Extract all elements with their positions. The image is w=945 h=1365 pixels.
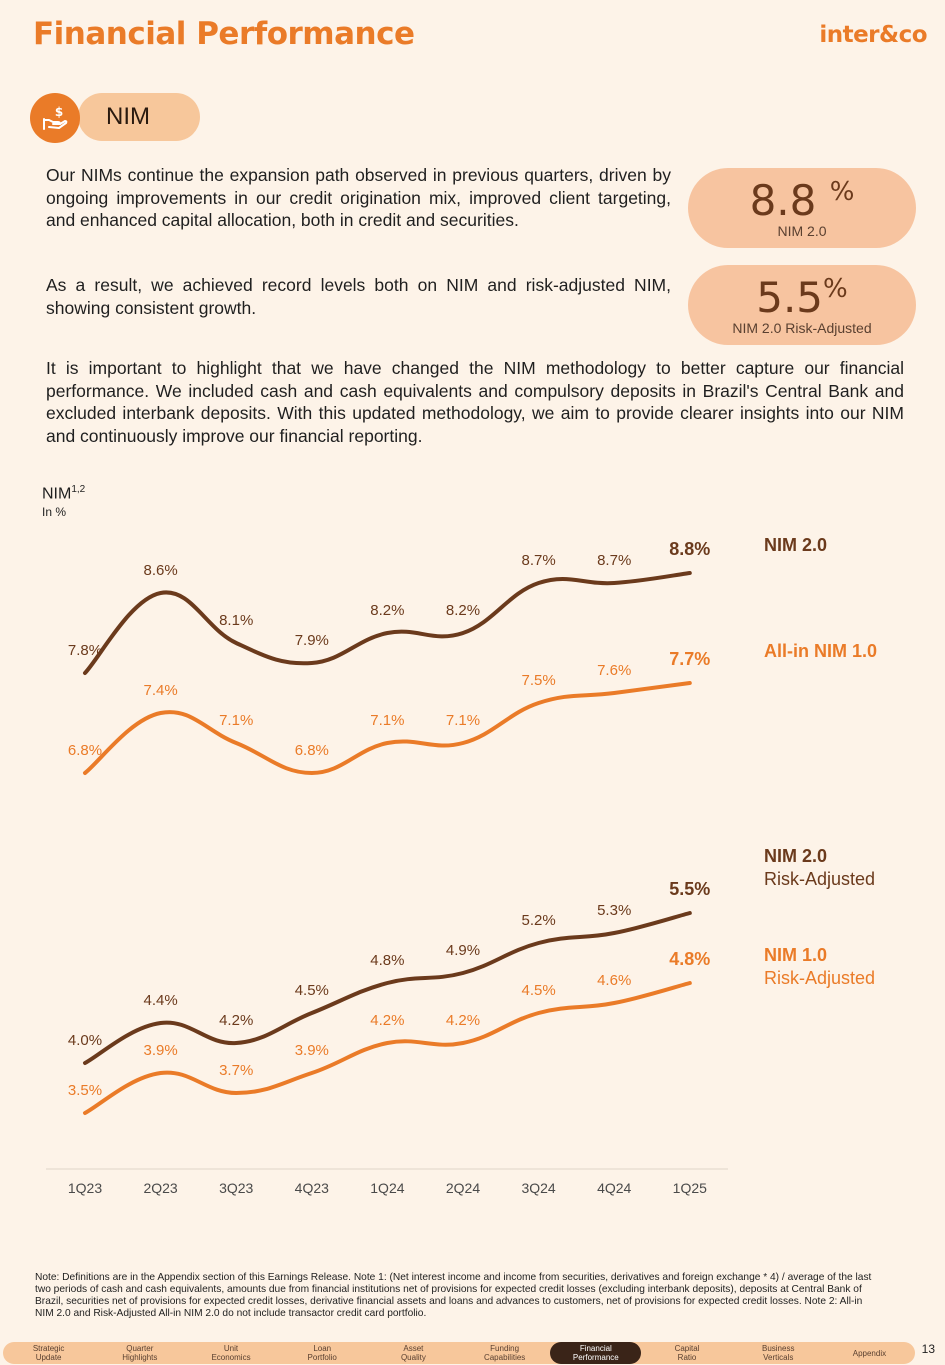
data-label: 3.5% bbox=[68, 1082, 102, 1099]
data-label: 8.1% bbox=[219, 612, 253, 629]
data-label: 7.1% bbox=[219, 712, 253, 729]
hand-dollar-icon: $ bbox=[30, 93, 80, 143]
data-label: 8.2% bbox=[370, 602, 404, 619]
data-label: 8.7% bbox=[521, 552, 555, 569]
kpi-risk-label: NIM 2.0 Risk-Adjusted bbox=[732, 320, 872, 336]
series-line-0 bbox=[83, 571, 692, 675]
nav-item-loan[interactable]: Loan Portfolio bbox=[307, 1344, 337, 1362]
series-line-1 bbox=[83, 681, 692, 776]
data-label: 8.2% bbox=[446, 602, 480, 619]
x-tick-label: 3Q23 bbox=[219, 1180, 253, 1196]
result-paragraph: As a result, we achieved record levels b… bbox=[46, 275, 671, 318]
data-label: 5.2% bbox=[521, 912, 555, 929]
nav-item-business[interactable]: Business Verticals bbox=[761, 1344, 795, 1362]
nav-item-strategic[interactable]: Strategic Update bbox=[32, 1344, 65, 1362]
legend-nim2-risk-adjusted: NIM 2.0 Risk-Adjusted bbox=[764, 846, 876, 889]
data-label: 6.8% bbox=[68, 742, 102, 759]
nav-item-asset[interactable]: Asset Quality bbox=[400, 1344, 426, 1362]
intro-paragraph: Our NIMs continue the expansion path obs… bbox=[46, 165, 671, 230]
data-label: 8.7% bbox=[597, 552, 631, 569]
data-label: 7.9% bbox=[295, 632, 329, 649]
data-label: 4.5% bbox=[295, 982, 329, 999]
x-tick-label: 1Q24 bbox=[370, 1180, 404, 1196]
nav-item-financial[interactable]: Financial Performance bbox=[550, 1342, 642, 1364]
data-label: 7.8% bbox=[68, 642, 102, 659]
nav-item-unit[interactable]: Unit Economics bbox=[211, 1344, 251, 1362]
x-tick-label: 2Q23 bbox=[143, 1180, 177, 1196]
chart-title: NIM1,2 bbox=[42, 484, 86, 503]
x-tick-label: 1Q25 bbox=[673, 1180, 707, 1196]
data-label: 3.7% bbox=[219, 1062, 253, 1079]
chart-subtitle: In % bbox=[42, 505, 67, 519]
data-label: 3.9% bbox=[295, 1042, 329, 1059]
section-label: NIM bbox=[106, 103, 150, 130]
data-label: 4.9% bbox=[446, 942, 480, 959]
data-label: 7.5% bbox=[521, 672, 555, 689]
data-label: 4.2% bbox=[446, 1012, 480, 1029]
data-label: 8.6% bbox=[143, 562, 177, 579]
kpi-risk-value: 5.5% bbox=[756, 273, 848, 322]
data-label: 7.6% bbox=[597, 662, 631, 679]
svg-text:$: $ bbox=[55, 105, 63, 119]
nav-item-funding[interactable]: Funding Capabilities bbox=[483, 1344, 526, 1362]
legend-nim1-risk-adjusted: NIM 1.0 Risk-Adjusted bbox=[764, 945, 876, 988]
x-tick-label: 1Q23 bbox=[68, 1180, 102, 1196]
nav-item-capital[interactable]: Capital Ratio bbox=[674, 1344, 700, 1362]
data-label: 5.3% bbox=[597, 902, 631, 919]
data-label: 4.6% bbox=[597, 972, 631, 989]
nim-line-chart: 1Q23 2Q23 3Q23 4Q23 1Q24 2Q24 3Q24 4Q24 1Q25 7.8%… bbox=[46, 539, 728, 1196]
nav-item-appendix[interactable]: Appendix bbox=[852, 1348, 887, 1358]
x-tick-label: 4Q24 bbox=[597, 1180, 631, 1196]
brand-logo: inter&co bbox=[819, 22, 927, 48]
data-label: 7.1% bbox=[446, 712, 480, 729]
methodology-paragraph: It is important to highlight that we hav… bbox=[46, 358, 904, 446]
data-label: 7.4% bbox=[143, 682, 177, 699]
kpi-risk-adjusted-card: 5.5% NIM 2.0 Risk-Adjusted bbox=[688, 265, 916, 345]
kpi-nim-label: NIM 2.0 bbox=[777, 223, 827, 239]
legend-all-in-nim1: All-in NIM 1.0 bbox=[764, 641, 878, 661]
data-label: 3.9% bbox=[143, 1042, 177, 1059]
data-label: 4.8% bbox=[669, 949, 710, 969]
page-title: Financial Performance bbox=[33, 16, 415, 52]
data-label: 4.2% bbox=[219, 1012, 253, 1029]
section-nav-bar: Strategic Update Quarter Highlights Unit Econ… bbox=[3, 1342, 915, 1364]
data-label: 7.7% bbox=[669, 649, 710, 669]
series-line-3 bbox=[83, 981, 692, 1115]
data-label: 4.2% bbox=[370, 1012, 404, 1029]
data-label: 4.0% bbox=[68, 1032, 102, 1049]
section-pill: NIM bbox=[78, 93, 200, 141]
data-label: 6.8% bbox=[295, 742, 329, 759]
data-label: 4.4% bbox=[143, 992, 177, 1009]
nav-item-quarter[interactable]: Quarter Highlights bbox=[122, 1344, 158, 1362]
data-label: 8.8% bbox=[669, 539, 710, 559]
legend-nim2: NIM 2.0 bbox=[764, 535, 828, 555]
x-tick-label: 2Q24 bbox=[446, 1180, 480, 1196]
page-number: 13 bbox=[921, 1342, 935, 1356]
x-tick-label: 4Q23 bbox=[295, 1180, 329, 1196]
footnote: Note: Definitions are in the Appendix se… bbox=[35, 1272, 872, 1319]
kpi-nim-card: 8.8 % NIM 2.0 bbox=[688, 168, 916, 248]
kpi-nim-value: 8.8 % bbox=[749, 176, 855, 225]
data-label: 4.8% bbox=[370, 952, 404, 969]
data-label: 7.1% bbox=[370, 712, 404, 729]
data-label: 4.5% bbox=[521, 982, 555, 999]
series-line-2 bbox=[83, 911, 692, 1065]
data-label: 5.5% bbox=[669, 879, 710, 899]
x-tick-label: 3Q24 bbox=[521, 1180, 555, 1196]
